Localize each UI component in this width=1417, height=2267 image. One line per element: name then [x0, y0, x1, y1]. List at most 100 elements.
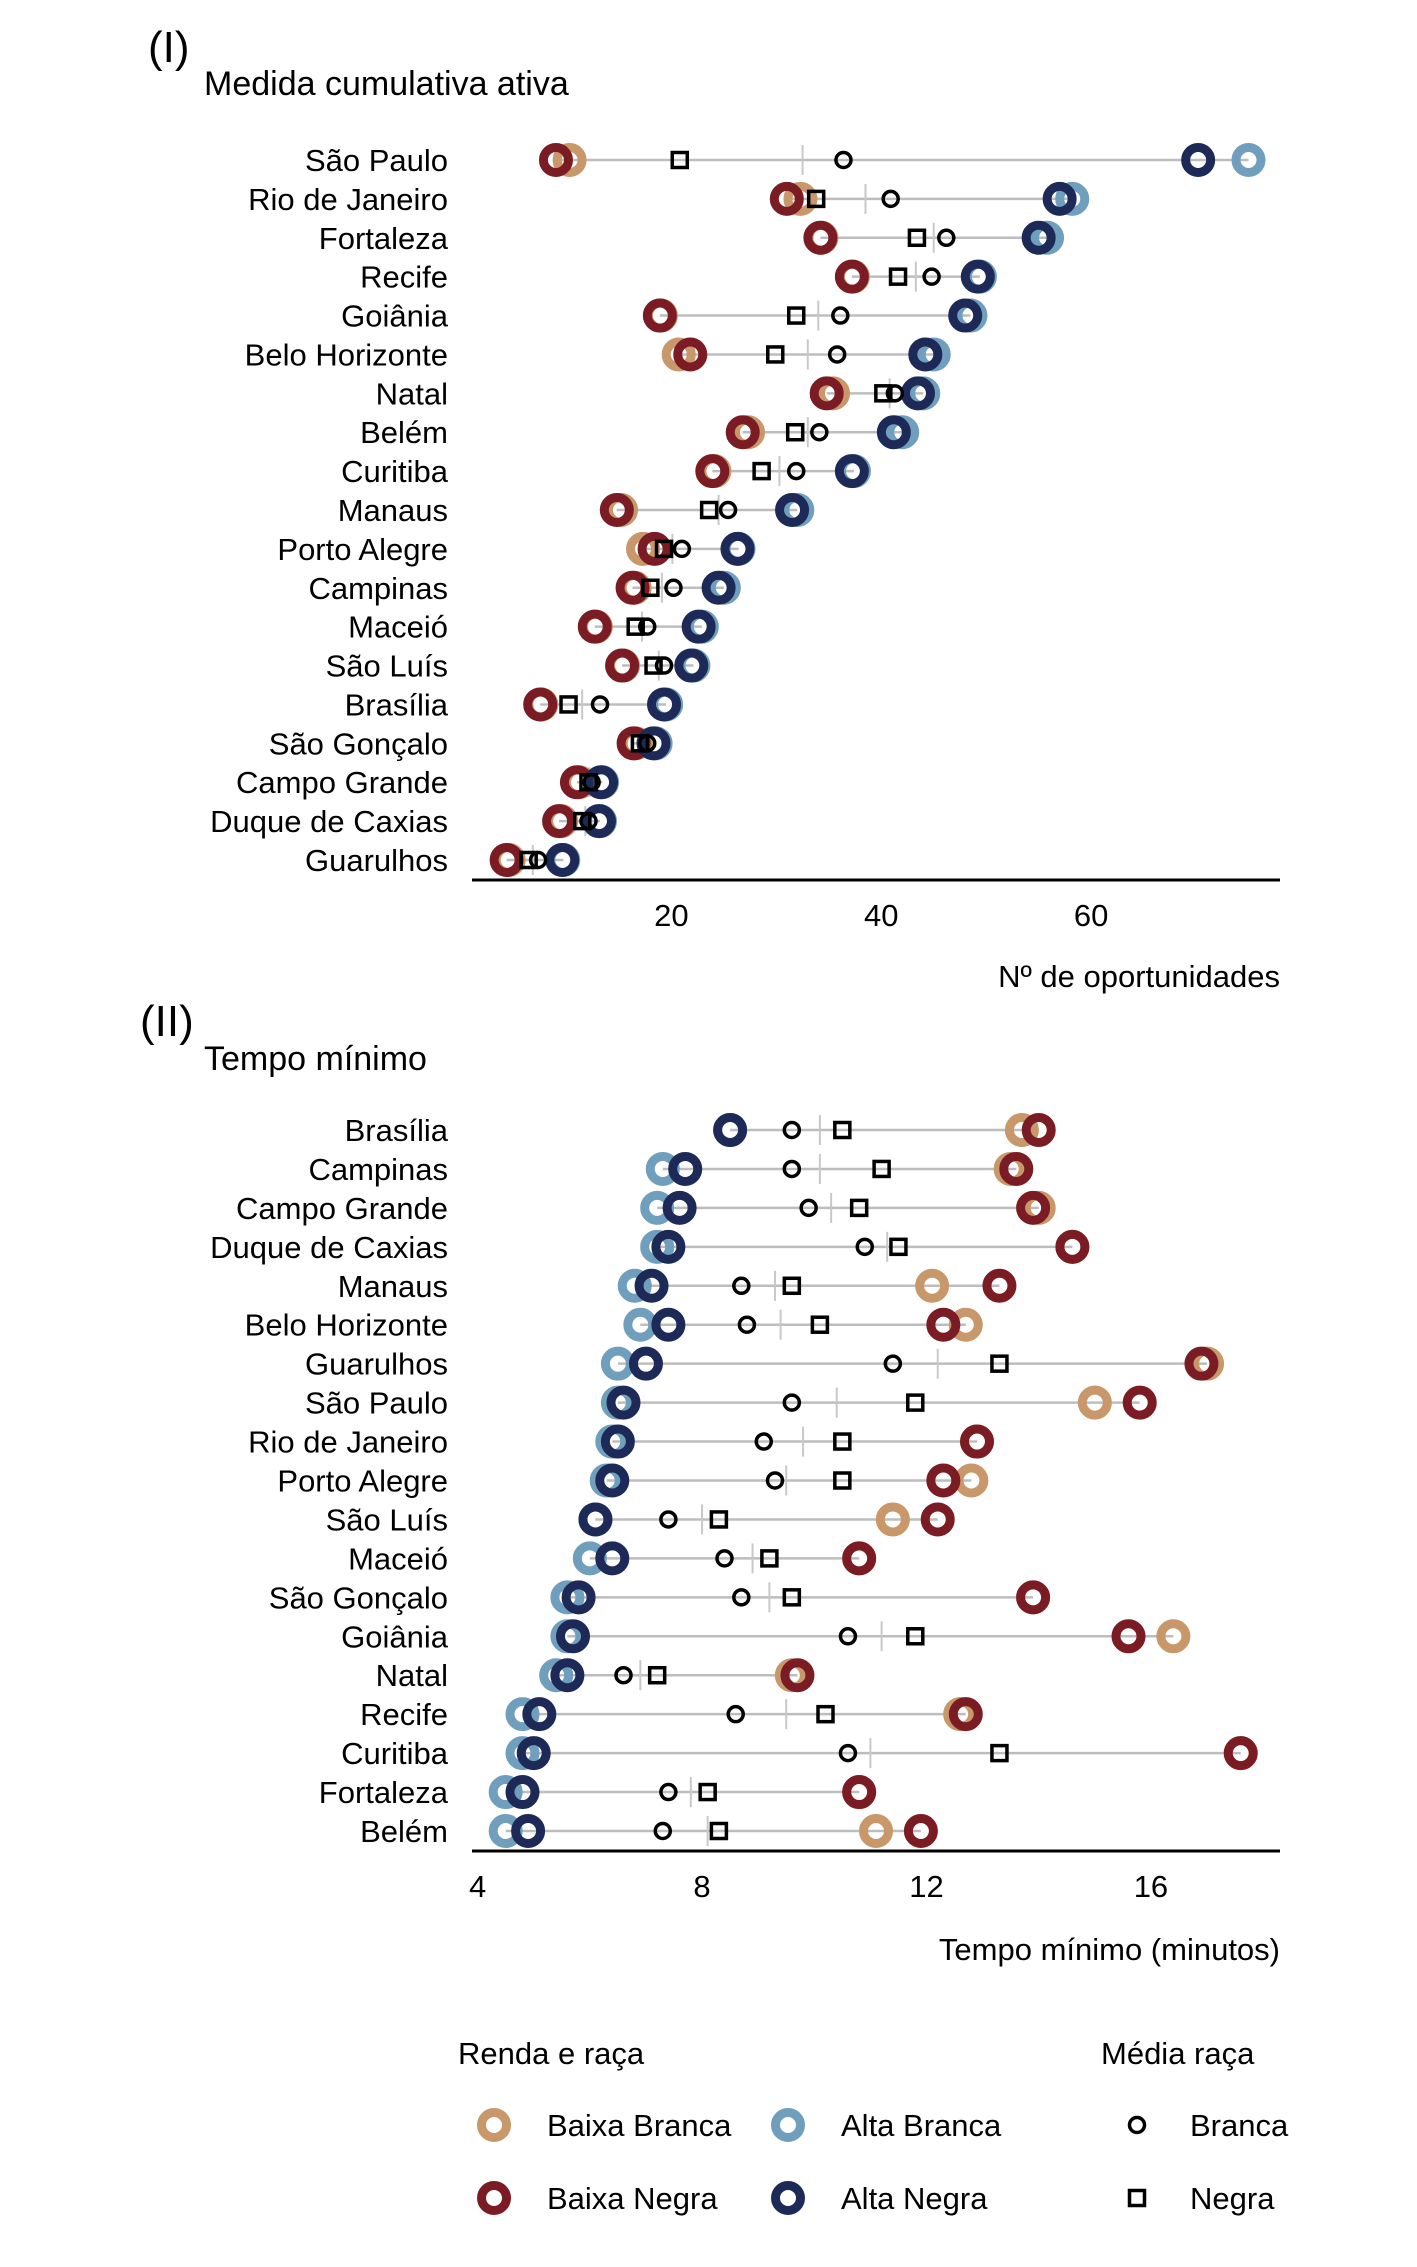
point-media-branca [885, 384, 905, 403]
point-alta-negra [701, 570, 736, 605]
row-10: Manaus [338, 493, 815, 528]
city-label: Rio de Janeiro [248, 1425, 448, 1460]
point-media-branca [782, 1159, 802, 1179]
point-alta-negra [595, 1463, 630, 1498]
row-5: Goiânia [341, 298, 988, 334]
point-alta-negra [578, 1502, 613, 1537]
point-media-negra [559, 695, 578, 714]
point-media-branca [838, 1743, 858, 1763]
point-media-negra [699, 500, 719, 520]
point-media-negra [786, 306, 806, 325]
point-media-branca [590, 695, 610, 714]
city-label: Goiânia [341, 299, 449, 334]
point-alta-negra [505, 1775, 540, 1810]
row-6: Belo Horizonte [245, 1307, 983, 1343]
row-19: Belém [360, 1814, 938, 1849]
point-alta-negra [908, 337, 943, 372]
point-media-branca [653, 1821, 673, 1841]
row-14: São Luís [326, 648, 711, 684]
point-alta-negra [651, 1307, 686, 1342]
city-label: Belo Horizonte [245, 1308, 448, 1343]
point-baixa-branca [1004, 1113, 1039, 1147]
point-baixa-negra [489, 843, 524, 877]
panel-2-xlabel: Tempo mínimo (minutos) [939, 1932, 1280, 1967]
point-media-negra [833, 1120, 852, 1140]
point-media-branca [838, 1627, 858, 1646]
city-label: Belém [360, 1814, 448, 1849]
city-label: Natal [376, 376, 448, 411]
point-media-branca [614, 1665, 633, 1685]
point-alta-negra [651, 1229, 686, 1264]
point-media-branca [659, 1510, 678, 1529]
point-alta-negra [628, 1346, 663, 1381]
point-baixa-negra [695, 454, 730, 489]
point-media-negra [990, 1743, 1009, 1763]
point-alta-negra [522, 1697, 557, 1732]
point-baixa-negra [1122, 1385, 1157, 1420]
point-baixa-negra [1223, 1736, 1258, 1771]
point-media-branca [827, 345, 847, 364]
point-baixa-branca [859, 1814, 893, 1848]
point-alta-branca [617, 1268, 652, 1303]
city-label: Porto Alegre [277, 532, 448, 567]
point-alta-negra [668, 1151, 703, 1186]
city-label: Campinas [308, 571, 448, 606]
row-8: São Paulo [305, 1385, 1157, 1421]
row-9: Rio de Janeiro [248, 1424, 994, 1460]
point-media-negra [630, 734, 650, 753]
point-baixa-negra [1021, 1113, 1056, 1147]
point-baixa-negra [1016, 1580, 1051, 1615]
point-media-branca [922, 267, 941, 286]
city-label: Guarulhos [305, 843, 448, 878]
legend-label: Baixa Negra [547, 2181, 718, 2216]
row-17: Campo Grande [236, 765, 620, 800]
city-label: São Gonçalo [269, 1580, 448, 1615]
point-media-negra [833, 1432, 852, 1451]
row-14: Goiânia [341, 1619, 1191, 1654]
row-15: Brasília [345, 687, 684, 722]
legend-label: Branca [1190, 2108, 1289, 2143]
point-media-negra [572, 811, 592, 831]
legend-items: Baixa Branca Alta Branca Branca Baixa Negra… [477, 2108, 1289, 2216]
point-alta-negra [545, 843, 580, 877]
point-baixa-negra [960, 1424, 994, 1459]
point-alta-branca [488, 1775, 523, 1810]
legend-label: Baixa Branca [547, 2108, 732, 2143]
point-media-negra [782, 1276, 802, 1296]
row-18: Fortaleza [319, 1775, 877, 1810]
point-alta-negra [561, 1580, 596, 1615]
row-10: Porto Alegre [277, 1463, 989, 1499]
point-baixa-negra [842, 1541, 877, 1576]
point-media-branca [664, 578, 683, 598]
point-media-branca [528, 850, 548, 870]
row-13: Maceió [348, 609, 719, 645]
point-media-branca [810, 422, 829, 442]
legend-swatch-branca [1127, 2115, 1147, 2135]
point-media-negra [849, 1198, 869, 1218]
legend-title-renda: Renda e raça [458, 2036, 645, 2071]
row-4: Duque de Caxias [210, 1229, 1090, 1265]
city-label: Guarulhos [305, 1347, 448, 1382]
point-alta-negra [595, 1541, 630, 1576]
point-baixa-negra [523, 687, 558, 722]
point-baixa-negra [803, 220, 838, 255]
point-alta-negra [1021, 220, 1056, 255]
point-alta-negra [516, 1736, 551, 1771]
panel-1-label: (I) [148, 23, 190, 72]
legend-item-branca: Branca [1127, 2108, 1289, 2143]
point-alta-negra [834, 454, 869, 489]
point-media-branca [883, 1354, 903, 1373]
city-label: Brasília [345, 1113, 449, 1148]
city-label: Duque de Caxias [210, 804, 448, 839]
point-alta-negra [600, 1424, 635, 1459]
city-label: São Paulo [305, 1386, 448, 1421]
point-media-branca [726, 1704, 745, 1724]
point-baixa-negra [725, 415, 760, 450]
point-media-negra [889, 1237, 908, 1257]
city-label: Maceió [348, 1541, 448, 1576]
point-media-branca [732, 1276, 751, 1296]
point-alta-negra [550, 1658, 585, 1693]
point-media-negra [647, 1665, 667, 1685]
legend: Renda e raça Média raça Baixa Branca Alta… [458, 2036, 1289, 2216]
point-baixa-negra [809, 376, 844, 411]
